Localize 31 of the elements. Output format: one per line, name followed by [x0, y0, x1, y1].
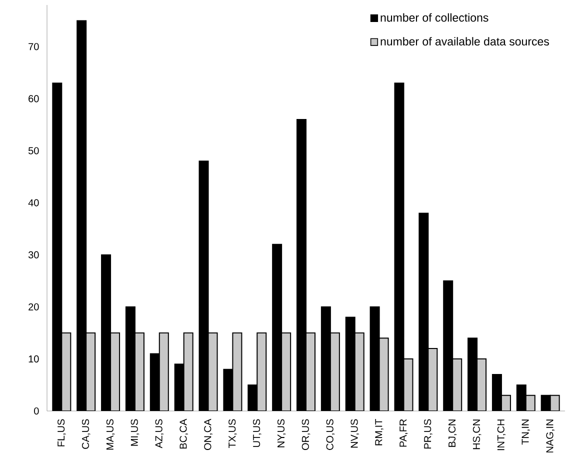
x-tick-label: BJ,CN	[448, 420, 457, 447]
x-tick-label: BC,CA	[180, 418, 188, 449]
y-tick-label: 30	[28, 251, 39, 258]
x-tick-label: UT,US	[253, 419, 262, 447]
legend-label: number of available data sources	[380, 37, 549, 46]
x-tick-label: HS,CN	[472, 420, 482, 450]
y-tick-label: 70	[28, 43, 39, 50]
x-tick-label: TX,US	[228, 419, 237, 448]
y-tick-label: 0	[34, 407, 39, 415]
y-tick-label: 50	[28, 147, 39, 154]
x-tick-label: NY,US	[277, 419, 286, 448]
x-tick-label: PR,US	[424, 419, 432, 449]
x-tick-label: AZ,US	[155, 419, 164, 448]
x-tick-label: CA,US	[82, 419, 90, 449]
x-tick-label: NV,US	[350, 419, 360, 448]
x-tick-label: ON,CA	[204, 418, 212, 450]
x-tick-label: TN,IN	[522, 420, 530, 445]
x-tick-label: RM,IT	[375, 419, 384, 446]
y-tick-label: 10	[28, 355, 39, 362]
x-tick-label: NAG,IN	[546, 420, 554, 452]
x-tick-label: MA,US	[106, 419, 115, 450]
y-tick-label: 40	[28, 199, 39, 206]
x-tick-label: PA,FR	[400, 419, 408, 447]
y-tick-label: 20	[28, 303, 39, 310]
legend-label: number of collections	[380, 13, 488, 22]
x-tick-label: MI,US	[130, 419, 140, 446]
x-tick-label: OR,US	[302, 419, 310, 450]
x-tick-label: CO,US	[326, 419, 335, 450]
y-tick-label: 60	[28, 95, 39, 102]
x-tick-label: FL,US	[58, 419, 66, 446]
x-tick-label: INT,CH	[497, 420, 506, 450]
